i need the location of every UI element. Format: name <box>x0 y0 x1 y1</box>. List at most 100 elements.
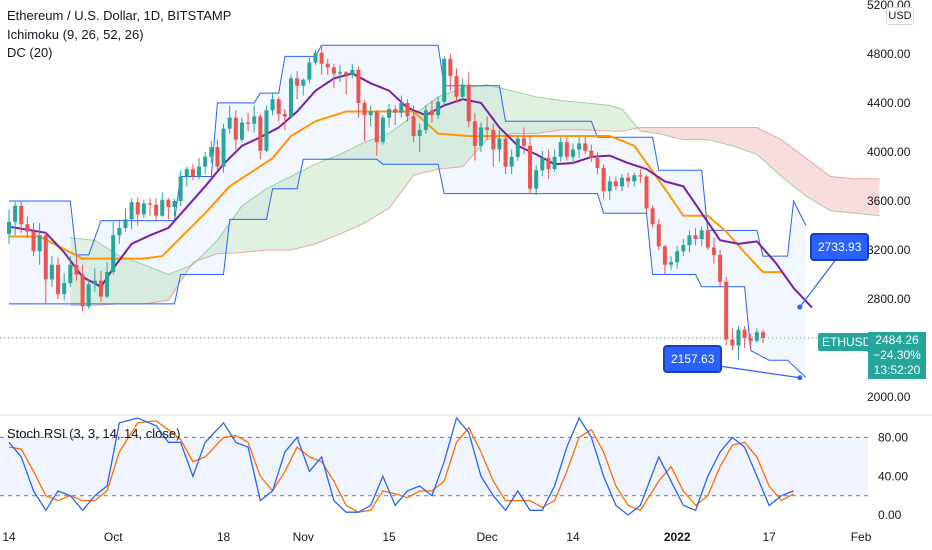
cloud-segment <box>254 195 258 252</box>
cloud-segment <box>784 142 788 182</box>
candle-body <box>662 246 667 265</box>
cloud-segment <box>802 155 806 197</box>
candle-body <box>429 110 434 116</box>
cloud-segment <box>235 210 239 253</box>
cloud-segment <box>156 269 160 303</box>
candle-body <box>448 58 453 76</box>
candle <box>607 176 612 200</box>
cloud-segment <box>808 160 813 200</box>
candle-body <box>650 208 655 225</box>
cloud-segment <box>854 178 859 214</box>
cloud-segment <box>548 98 552 132</box>
cloud-segment <box>266 187 270 251</box>
candle-body <box>184 169 189 177</box>
candle <box>613 176 618 190</box>
cloud-segment <box>205 249 209 258</box>
candle <box>711 237 716 264</box>
time-tick-label: 18 <box>217 530 231 544</box>
cloud-segment <box>692 127 696 140</box>
cloud-segment <box>355 145 359 228</box>
donchian-legend[interactable]: DC (20) <box>7 45 53 60</box>
candle-body <box>669 262 674 265</box>
ichimoku-legend[interactable]: Ichimoku (9, 26, 52, 26) <box>7 27 144 42</box>
candle <box>25 216 30 238</box>
candle-body <box>760 332 765 338</box>
candle <box>687 230 692 253</box>
candle-body <box>479 127 484 146</box>
cloud-segment <box>664 127 668 136</box>
candle-body <box>13 205 18 222</box>
candle <box>74 254 79 281</box>
cloud-segment <box>490 85 494 139</box>
cloud-segment <box>867 178 871 215</box>
candle-body <box>699 230 704 239</box>
cloud-segment <box>766 132 770 166</box>
candle-body <box>546 158 551 170</box>
cloud-segment <box>131 260 135 304</box>
candle-body <box>687 235 692 246</box>
candle <box>313 50 318 65</box>
cloud-segment <box>232 214 236 253</box>
candle-body <box>466 84 471 122</box>
candle <box>227 105 232 134</box>
low-callout[interactable]: 2157.63 <box>663 345 723 373</box>
candle-body <box>105 272 110 297</box>
high-callout[interactable]: 2733.93 <box>810 233 870 261</box>
candle-body <box>338 72 343 74</box>
cloud-segment <box>303 168 307 247</box>
cloud-segment <box>162 272 166 302</box>
cloud-segment <box>566 101 570 130</box>
candle-body <box>68 264 73 284</box>
candle-body <box>215 147 220 167</box>
time-tick-label: 14 <box>2 530 16 544</box>
cloud-segment <box>723 127 727 145</box>
candle <box>742 325 747 349</box>
cloud-segment <box>526 94 531 134</box>
candle <box>344 71 349 95</box>
candle <box>190 164 195 181</box>
cloud-segment <box>606 105 610 132</box>
cloud-segment <box>824 171 828 209</box>
candle <box>662 245 667 275</box>
candle-body <box>160 199 165 216</box>
candle-body <box>7 221 11 235</box>
cloud-segment <box>327 158 331 239</box>
candle-body <box>374 111 379 143</box>
cloud-segment <box>294 173 298 250</box>
cloud-segment <box>833 176 837 212</box>
cloud-segment <box>839 177 843 213</box>
cloud-segment <box>444 93 448 169</box>
candle <box>368 105 373 127</box>
low-callout-connector <box>718 365 800 379</box>
candle-body <box>197 166 202 177</box>
cloud-segment <box>462 87 466 167</box>
candle <box>693 227 698 246</box>
candle <box>521 127 526 155</box>
candle-body <box>613 181 618 187</box>
currency-scale-button[interactable]: USD <box>886 7 914 25</box>
candle <box>650 205 655 228</box>
cloud-segment <box>729 127 733 146</box>
cloud-segment <box>137 262 141 304</box>
cloud-segment <box>309 165 313 246</box>
candle <box>405 99 410 122</box>
price-tick-label: 5200.00 <box>867 0 911 12</box>
candle <box>68 256 73 287</box>
candle-body <box>356 69 361 103</box>
candle <box>362 100 367 141</box>
cloud-segment <box>787 144 791 184</box>
candle <box>724 276 729 346</box>
cloud-segment <box>851 178 855 214</box>
cloud-segment <box>349 148 353 230</box>
stoch-rsi-legend[interactable]: Stoch RSI (3, 3, 14, 14, close) <box>7 426 181 441</box>
candle-body <box>472 121 477 146</box>
candle-body <box>515 138 520 157</box>
cloud-segment <box>744 127 748 152</box>
candle-body <box>239 122 244 140</box>
candle-body <box>178 176 183 201</box>
cloud-segment <box>717 127 721 143</box>
cloud-segment <box>689 127 693 140</box>
cloud-segment <box>511 90 515 134</box>
